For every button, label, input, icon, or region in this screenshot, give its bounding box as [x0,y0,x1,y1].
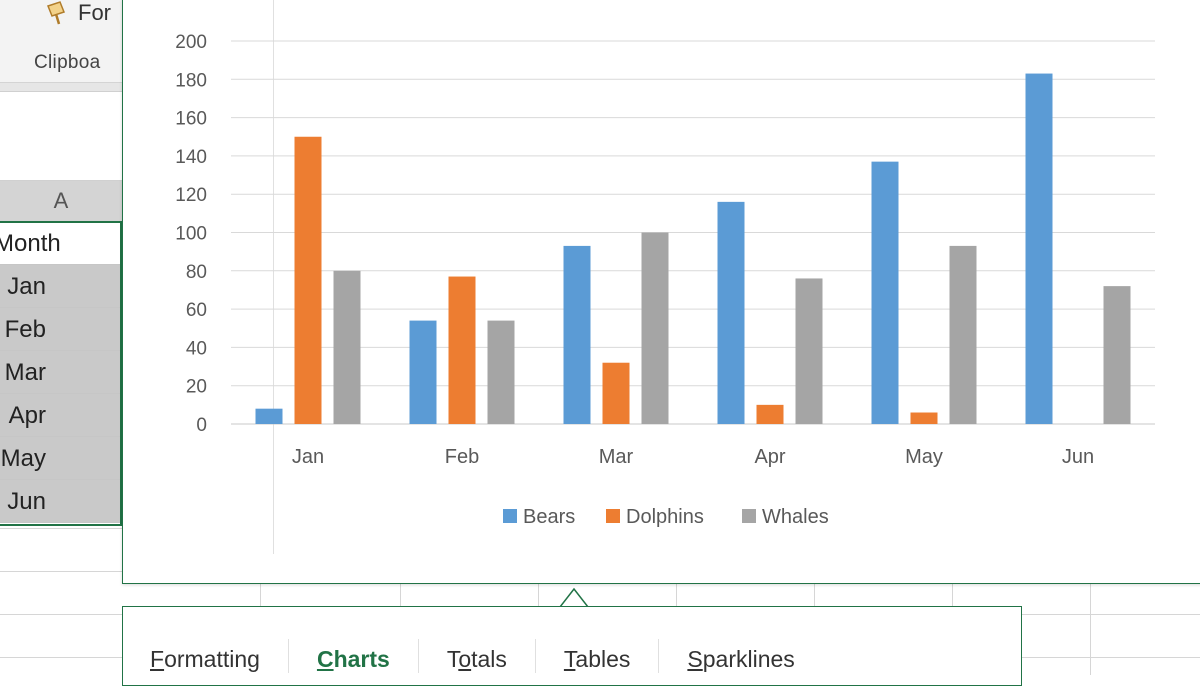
cell[interactable]: Mar [0,351,122,394]
x-tick-label: Feb [445,446,479,468]
bar-bears [871,161,899,424]
tab-tables[interactable]: Tables [534,639,658,673]
legend-label-dolphins: Dolphins [626,506,704,528]
legend-swatch-bears [503,509,517,523]
legend-label-whales: Whales [762,506,829,528]
y-tick-label: 40 [186,338,207,359]
x-tick-label: Mar [599,446,634,468]
cell[interactable]: Feb [0,308,122,351]
legend-swatch-dolphins [606,509,620,523]
cell-value: Jun [7,488,46,515]
x-tick-label: Jan [292,446,324,468]
bar-bears [255,408,283,424]
quick-analysis-tabs: Formatting Charts Totals Tables Sparklines [122,636,823,676]
clipboard-group-label: Clipboa [34,52,101,73]
x-tick-label: Jun [1062,446,1094,468]
chart-preview[interactable]: 0 20 40 60 80 100 120 140 160 180 200 Jan Feb Mar Apr M… [122,0,1200,584]
format-painter-label: For [78,0,111,25]
y-tick-label: 200 [175,32,207,53]
cell[interactable]: Jan [0,265,122,308]
x-tick-label: May [905,446,943,468]
tab-sparklines[interactable]: Sparklines [658,639,822,673]
tab-charts[interactable]: Charts [287,639,418,673]
legend-swatch-whales [742,509,756,523]
bar-whales [795,278,823,424]
plot-divider [273,0,274,554]
cell[interactable]: May [0,437,122,480]
y-tick-label: 20 [186,377,207,398]
clustered-column-chart: 0 20 40 60 80 100 120 140 160 180 200 Jan Feb Mar Apr M… [175,32,1155,528]
formula-bar-area [0,92,124,181]
cell-column: Month Jan Feb Mar Apr May Jun [0,222,122,523]
ribbon-divider [0,83,124,92]
bar-bears [717,201,745,424]
quick-analysis-panel [122,606,1022,686]
x-tick-label: Apr [754,446,785,468]
format-painter-button[interactable]: For [44,0,111,26]
cell-value: Feb [4,316,46,343]
ribbon: For Clipboa [0,0,124,83]
y-tick-label: 60 [186,300,207,321]
cell[interactable]: Month [0,222,122,265]
y-tick-label: 100 [175,224,207,245]
bar-dolphins [448,276,476,424]
bar-whales [333,270,361,424]
bar-bears [409,320,437,424]
cell-value: Mar [4,359,46,386]
tab-totals[interactable]: Totals [417,639,535,673]
y-tick-label: 140 [175,147,207,168]
y-tick-label: 120 [175,185,207,206]
bar-whales [949,245,977,424]
y-tick-label: 80 [186,262,207,283]
cell[interactable]: Jun [0,480,122,523]
bar-dolphins [602,362,630,424]
bar-dolphins [910,412,938,424]
cell-value: Apr [8,402,46,429]
bar-whales [487,320,515,424]
cell-value: Month [0,230,61,257]
format-painter-icon [47,1,65,25]
cell-value: May [0,445,46,472]
bar-bears [563,245,591,424]
bar-bears [1025,73,1053,425]
y-tick-label: 160 [175,109,207,130]
y-tick-label: 180 [175,70,207,91]
cell[interactable]: Apr [0,394,122,437]
bar-dolphins [756,404,784,424]
bar-whales [641,232,669,424]
tab-formatting[interactable]: Formatting [150,646,260,672]
y-tick-label: 0 [196,415,207,436]
column-header-a[interactable]: A [0,181,122,223]
cell-value: Jan [7,273,46,300]
bar-dolphins [294,136,322,424]
bar-whales [1103,286,1131,424]
legend-label-bears: Bears [523,506,575,528]
grid-line [1090,583,1091,675]
